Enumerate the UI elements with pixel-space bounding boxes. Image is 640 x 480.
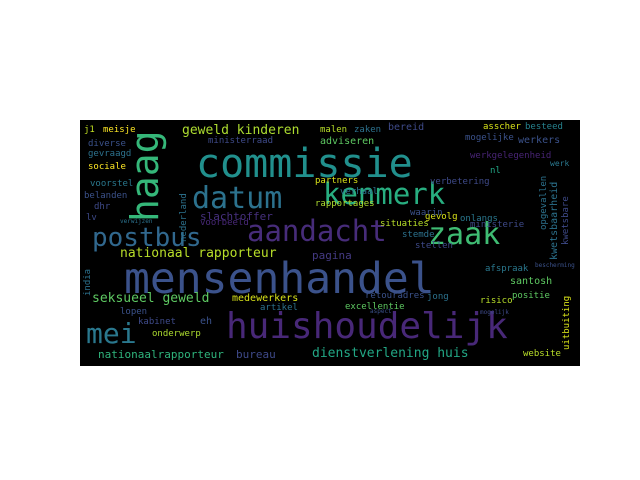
word-afspraak: afspraak <box>485 264 529 274</box>
word-slachtoffer: slachtoffer <box>200 210 273 223</box>
word-retouradres: retouradres <box>365 291 425 301</box>
word-j1: j1 <box>84 125 95 135</box>
word-ministerraad: ministerraad <box>208 136 274 146</box>
word-belanden: belanden <box>84 191 128 201</box>
word-artikel: artikel <box>260 303 298 313</box>
word-verwijzen: verwijzen <box>120 218 153 225</box>
word-jong: jong <box>427 292 449 302</box>
word-mensenhandel: mensenhandel <box>124 254 435 304</box>
word-excellentie: excellentie <box>345 302 405 312</box>
word-mogelijk: mogelijk <box>480 309 509 316</box>
word-haag: haag <box>123 130 167 222</box>
word-zaken: zaken <box>354 125 382 135</box>
word-adviseren: adviseren <box>320 136 375 147</box>
word-stemde: stemde <box>402 230 435 240</box>
word-asscher: asscher <box>483 122 521 132</box>
word-zaak: zaak <box>428 217 501 252</box>
word-stellen: stellen <box>415 241 453 251</box>
word-geweld-kinderen: geweld kinderen <box>182 123 300 138</box>
word-lv: lv <box>86 213 97 223</box>
word-nationaal-rapporteur: nationaal rapporteur <box>120 246 277 261</box>
word-lopen: lopen <box>120 307 148 317</box>
word-opgevallen: opgevallen <box>539 175 549 230</box>
word-gevraagd: gevraagd <box>88 149 132 159</box>
word-uitbuiting: uitbuiting <box>562 295 572 350</box>
word-nationaalrapporteur: nationaalrapporteur <box>98 348 224 361</box>
word-risico: risico <box>480 296 513 306</box>
word-positie: positie <box>512 291 550 301</box>
word-voorstel: voorstel <box>90 179 134 189</box>
word-aspect: aspect <box>370 308 392 315</box>
word-nederland: nederland <box>179 193 189 242</box>
word-postbus: postbus <box>92 223 202 253</box>
word-gevolg: gevolg <box>425 212 458 222</box>
word-werkers: werkers <box>518 135 561 146</box>
word-kenmerk: kenmerk <box>323 177 446 211</box>
word-india: india <box>83 268 93 296</box>
word-waarin: waarin <box>410 208 443 218</box>
word-verbetering: verbetering <box>430 177 490 187</box>
word-medewerkers: medewerkers <box>232 293 299 304</box>
word-pagina: pagina <box>312 249 352 262</box>
word-werk: werk <box>550 159 570 168</box>
word-partners: partners <box>315 176 359 186</box>
word-dienstverlening-huis: dienstverlening huis <box>312 346 469 361</box>
word-mogelijke: mogelijke <box>465 133 514 143</box>
word-dhr: dhr <box>94 202 111 212</box>
word-eh: eh <box>200 316 213 327</box>
word-onderwerp: onderwerp <box>152 329 201 339</box>
word-voorbeeld: voorbeeld <box>200 218 249 228</box>
word-werkgelegenheid: werkgelegenheid <box>470 151 552 161</box>
word-kabinet: kabinet <box>138 317 176 327</box>
word-kwetsbaarheid: kwetsbaarheid <box>549 181 560 260</box>
word-datum: datum <box>192 181 283 216</box>
word-website: website <box>523 349 561 359</box>
word-nl: nl <box>490 166 501 176</box>
word-ministerie: ministerie <box>470 220 525 230</box>
word-bureau: bureau <box>236 348 276 361</box>
word-huishoudelijk: huishoudelijk <box>226 306 508 347</box>
word-sociale: sociale <box>88 162 126 172</box>
word-aandacht: aandacht <box>247 214 387 248</box>
word-bescherming: bescherming <box>535 262 575 269</box>
word-commissie: commissie <box>196 141 413 187</box>
word-besteed: besteed <box>525 122 563 132</box>
word-bereid: bereid <box>388 122 425 133</box>
word-diverse: diverse <box>88 139 126 149</box>
word-verhaal: verhaal <box>340 187 378 197</box>
word-rapportages: rapportages <box>315 199 375 209</box>
word-situaties: situaties <box>380 219 429 229</box>
word-seksueel-geweld: seksueel geweld <box>92 291 210 306</box>
word-kwetsbare: kwetsbare <box>561 196 571 245</box>
word-meisje: meisje <box>103 125 136 135</box>
word-malen: malen <box>320 125 348 135</box>
word-santosh: santosh <box>510 276 553 287</box>
word-mei: mei <box>86 317 137 350</box>
word-cloud: mensenhandel commissie huishoudelijk haa… <box>80 120 580 366</box>
word-onlangs: onlangs <box>460 214 498 224</box>
